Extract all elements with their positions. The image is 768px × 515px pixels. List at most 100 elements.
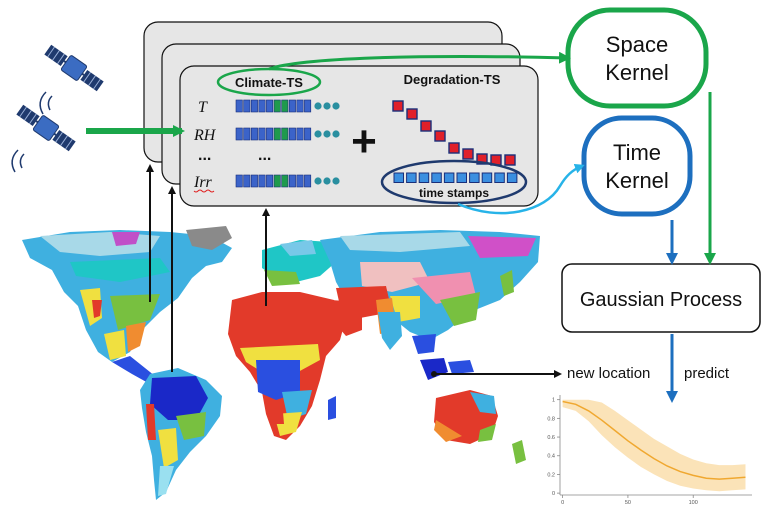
- time-stamp-cell: [481, 172, 493, 183]
- ts-cell: [243, 99, 251, 113]
- signal-waves-icon: [11, 149, 25, 173]
- degradation-point: [504, 154, 516, 166]
- time-stamp-cells: [393, 172, 518, 183]
- satellite-icon: [16, 104, 76, 152]
- degradation-point: [448, 142, 460, 154]
- ts-cell: [258, 127, 266, 141]
- row-ellipsis: ...: [258, 147, 271, 164]
- degradation-point: [392, 100, 404, 112]
- ts-cell: [250, 174, 258, 188]
- ts-cell: [250, 99, 258, 113]
- variable-label-rh: RH: [193, 127, 217, 144]
- gaussian-process-box: [561, 263, 761, 333]
- ts-cell: [266, 174, 274, 188]
- ts-cell: [281, 99, 289, 113]
- timestamps-to-time-kernel-arrow: [457, 163, 585, 215]
- chart-y-tick-label: 0.4: [547, 454, 555, 460]
- time-stamp-cell: [456, 172, 467, 183]
- ts-cell: [281, 127, 289, 141]
- chart-y-tick-label: 0.8: [547, 416, 555, 422]
- degradation-point: [462, 148, 474, 160]
- ts-cell: [273, 99, 281, 113]
- time-stamp-cell: [418, 172, 430, 183]
- ts-cell: [243, 127, 251, 141]
- time-stamp-cell: [469, 172, 480, 183]
- degradation-ts-points: [392, 100, 516, 166]
- space-kernel-line2: Kernel: [605, 60, 669, 85]
- ts-cell: [235, 174, 243, 188]
- ts-cell: [273, 127, 281, 141]
- variable-label-irr: Irr: [193, 174, 213, 191]
- signal-waves-icon: [39, 91, 53, 115]
- ts-continuation-dot: [314, 130, 322, 138]
- degradation-point: [476, 153, 488, 165]
- ts-continuation-dot: [332, 177, 340, 185]
- ts-cell: [258, 99, 266, 113]
- time-kernel-line2: Kernel: [605, 168, 669, 193]
- degradation-point: [406, 108, 418, 120]
- ts-continuation-dot: [332, 102, 340, 110]
- satellite-icon: [44, 44, 104, 92]
- prediction-mean-line: [562, 400, 746, 480]
- ts-continuation-dot: [314, 177, 322, 185]
- new-location-marker: [431, 371, 437, 377]
- prediction-chart: 0 0.2 0.4 0.6 0.8 1 0 50 100: [547, 395, 752, 506]
- climate-to-space-kernel-arrow: [268, 51, 571, 71]
- ts-cell: [281, 174, 289, 188]
- variable-label-ellipsis: ...: [198, 147, 211, 164]
- ts-continuation-dot: [314, 102, 322, 110]
- variable-label-t: T: [198, 99, 208, 116]
- ts-cell: [266, 127, 274, 141]
- climate-ts-rows: [235, 99, 340, 188]
- chart-y-tick-label: 0: [552, 491, 555, 497]
- ts-cell: [288, 127, 296, 141]
- ts-continuation-dot: [323, 177, 331, 185]
- ts-cell: [250, 127, 258, 141]
- chart-x-tick-label: 0: [561, 500, 564, 506]
- degradation-ts-label: Degradation-TS: [404, 72, 501, 87]
- ts-continuation-dot: [323, 102, 331, 110]
- time-stamp-cell: [494, 172, 505, 183]
- world-climate-map: [22, 226, 540, 500]
- chart-x-tick-label: 50: [625, 500, 631, 506]
- ts-cell: [258, 174, 266, 188]
- time-stamp-cell: [406, 172, 417, 183]
- chart-y-tick-label: 1: [552, 398, 555, 404]
- chart-y-tick-label: 0.2: [547, 472, 555, 478]
- ts-cell: [304, 174, 312, 188]
- time-kernel-line1: Time: [613, 140, 661, 165]
- ts-cell: [235, 127, 243, 141]
- time-stamp-cell: [443, 172, 455, 183]
- predict-label: predict: [684, 365, 730, 382]
- time-stamp-cell: [393, 172, 404, 183]
- degradation-point: [434, 130, 446, 142]
- prediction-confidence-band: [562, 399, 746, 492]
- time-stamp-cell: [506, 172, 518, 183]
- ts-cell: [296, 99, 304, 113]
- chart-y-tick-label: 0.6: [547, 435, 555, 441]
- time-stamp-cell: [431, 172, 442, 183]
- map-greenland: [186, 226, 232, 250]
- chart-x-tick-label: 100: [689, 500, 698, 506]
- ts-continuation-dot: [332, 130, 340, 138]
- ts-cell: [288, 99, 296, 113]
- ts-cell: [288, 174, 296, 188]
- ts-cell: [304, 99, 312, 113]
- ts-cell: [273, 174, 281, 188]
- ts-continuation-dot: [323, 130, 331, 138]
- space-kernel-line1: Space: [606, 32, 668, 57]
- new-location-label: new location: [567, 365, 650, 382]
- ts-cell: [266, 99, 274, 113]
- spellcheck-underline: [193, 189, 215, 193]
- ts-cell: [296, 127, 304, 141]
- ts-cell: [243, 174, 251, 188]
- space-kernel-box: [565, 7, 709, 109]
- climate-ts-label: Climate-TS: [235, 75, 303, 90]
- ts-cell: [296, 174, 304, 188]
- ts-cell: [235, 99, 243, 113]
- ts-cell: [304, 127, 312, 141]
- degradation-point: [420, 120, 432, 132]
- plus-sign: +: [351, 117, 377, 166]
- time-kernel-box: [581, 115, 693, 217]
